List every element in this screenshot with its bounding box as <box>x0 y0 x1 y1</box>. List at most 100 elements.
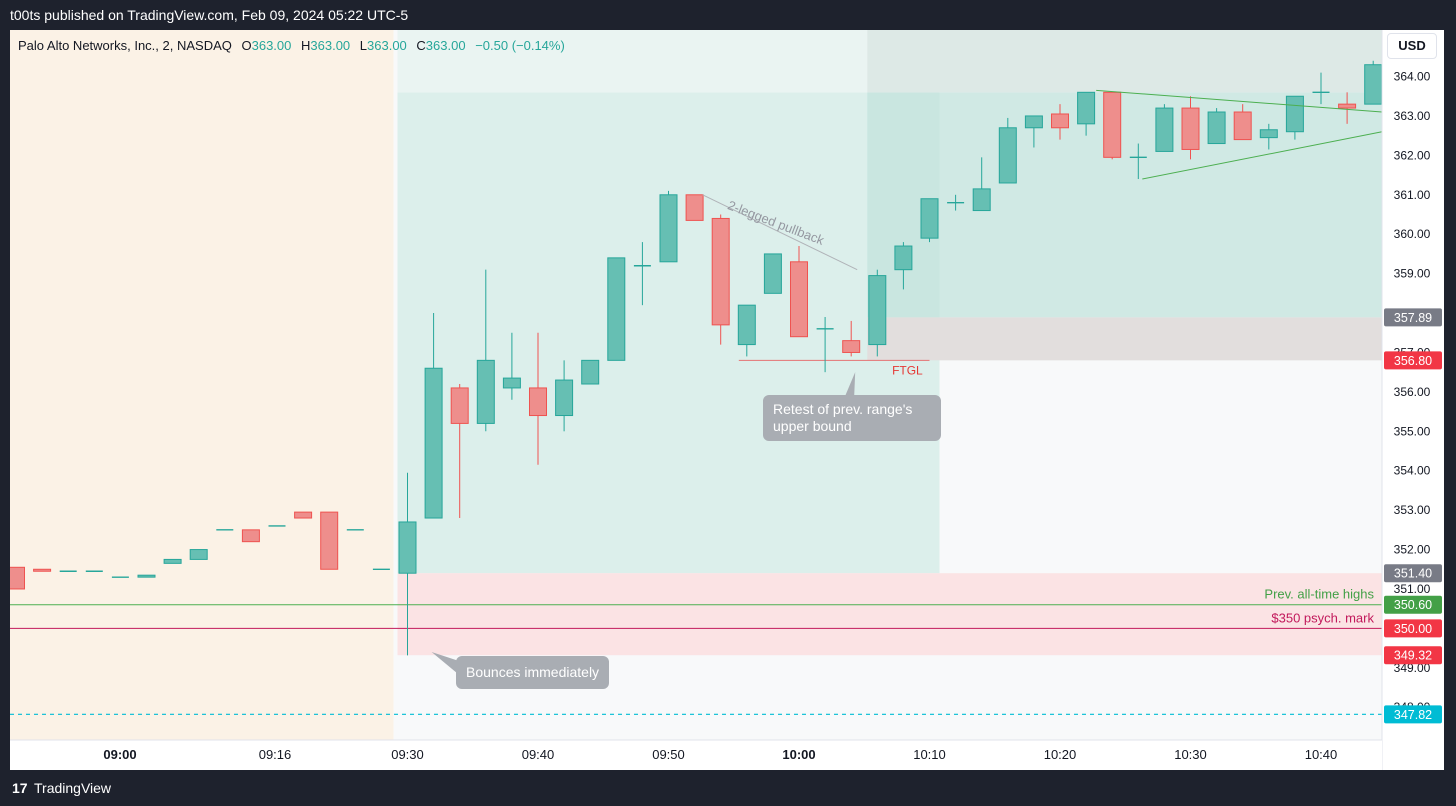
candle <box>476 269 495 432</box>
candle <box>972 157 991 212</box>
candle-body <box>320 511 339 570</box>
candle <box>1077 91 1096 136</box>
candle-body <box>1259 129 1278 139</box>
symbol-legend[interactable]: Palo Alto Networks, Inc., 2, NASDAQ O363… <box>18 38 565 53</box>
candle-body <box>1024 115 1043 129</box>
top-bar: t00ts published on TradingView.com, Feb … <box>0 0 1456 30</box>
published-text: t00ts published on TradingView.com, Feb … <box>10 7 409 23</box>
candle-body <box>1207 111 1226 145</box>
price-label-bg <box>1384 351 1442 370</box>
candle <box>424 313 443 519</box>
price-tick-label: 355.00 <box>1394 424 1431 438</box>
psych-label: $350 psych. mark <box>1271 610 1374 625</box>
price-label-bg <box>1384 564 1442 583</box>
time-tick-label: 09:40 <box>522 747 555 762</box>
candle-body <box>33 568 52 572</box>
candle <box>920 198 939 243</box>
zone-upside_target_light <box>397 92 940 574</box>
candle-body <box>555 379 574 417</box>
candle <box>1051 104 1069 140</box>
price-tick-label: 363.00 <box>1394 109 1431 123</box>
bounces-callout: Bounces immediately <box>456 656 610 689</box>
price-tick-label: 354.00 <box>1394 464 1431 478</box>
candle <box>450 384 469 519</box>
candle <box>581 359 600 385</box>
candle <box>1312 72 1330 105</box>
candle <box>868 269 887 357</box>
candle-body <box>189 549 208 560</box>
price-label: 349.32 <box>1394 649 1432 663</box>
candle-body <box>868 275 887 346</box>
candle-body <box>476 359 495 424</box>
candle-body <box>502 377 521 389</box>
price-label: 350.60 <box>1394 598 1432 612</box>
candle-body <box>163 558 182 564</box>
axis-layer: 364.00363.00362.00361.00360.00359.00358.… <box>10 30 1444 770</box>
pullback-line <box>702 194 858 271</box>
candle-body <box>659 194 678 263</box>
candle-body <box>763 253 782 294</box>
candle-body <box>1181 107 1200 150</box>
currency-button[interactable]: USD <box>1387 33 1437 59</box>
candle-body <box>1364 64 1383 105</box>
candle-body <box>1285 95 1304 133</box>
candle <box>790 246 808 338</box>
zone-stop_zone <box>867 317 1382 361</box>
candle <box>1181 96 1200 160</box>
candle <box>163 558 182 564</box>
chart-area[interactable]: Prev. all-time highs $350 psych. mark FTGL… <box>10 30 1444 770</box>
premarket-shading <box>10 30 394 740</box>
candle <box>947 194 965 211</box>
footer-bar: 17 TradingView <box>0 770 1456 806</box>
candle-body <box>790 261 808 338</box>
triangle-lower <box>1142 131 1383 180</box>
tradingview-brand[interactable]: TradingView <box>34 780 112 796</box>
price-label: 347.82 <box>1394 708 1432 722</box>
candle <box>998 117 1017 184</box>
price-tick-label: 351.00 <box>1394 582 1431 596</box>
candle-body <box>1338 103 1357 109</box>
high-label: H <box>301 38 311 53</box>
candle-body <box>1233 111 1252 141</box>
time-axis <box>10 740 1382 770</box>
time-tick-label: 10:00 <box>782 747 815 762</box>
candle <box>633 242 651 306</box>
candle-body <box>842 340 861 353</box>
chart-canvas[interactable]: Prev. all-time highs $350 psych. mark FTGL… <box>10 30 1444 770</box>
prev-ath-label: Prev. all-time highs <box>1264 587 1374 602</box>
low-label: L <box>359 38 368 53</box>
price-label: 351.40 <box>1394 567 1432 581</box>
candle <box>685 194 704 221</box>
price-tick-label: 364.00 <box>1394 70 1431 84</box>
candle <box>10 566 25 590</box>
symbol-name: Palo Alto Networks, Inc., 2, NASDAQ <box>18 38 232 53</box>
low-value: 363.00 <box>367 38 407 53</box>
candle-body <box>711 217 730 326</box>
price-label: 350.00 <box>1394 622 1432 636</box>
candle <box>1338 92 1357 124</box>
price-label-bg <box>1384 619 1442 638</box>
candle-body <box>137 574 156 578</box>
candle <box>607 257 626 361</box>
candle <box>1129 143 1147 180</box>
zone-top-band <box>397 30 868 93</box>
candle-body <box>1155 107 1174 152</box>
candle <box>763 253 782 294</box>
candle-body <box>529 387 547 417</box>
candle <box>1155 104 1174 152</box>
price-label: 357.89 <box>1394 311 1432 325</box>
close-value: 363.00 <box>425 38 466 53</box>
candle-body <box>920 198 939 239</box>
time-tick-label: 10:40 <box>1305 747 1338 762</box>
candle <box>529 332 547 465</box>
price-label-bg <box>1384 308 1442 327</box>
close-label: C <box>416 38 426 53</box>
open-value: 363.00 <box>251 38 292 53</box>
candle-body <box>685 194 704 221</box>
time-tick-label: 09:16 <box>259 747 292 762</box>
candle <box>137 574 156 578</box>
candle <box>502 332 521 400</box>
price-label-bg <box>1384 646 1442 665</box>
price-tick-label: 359.00 <box>1394 267 1431 281</box>
candle <box>842 320 861 357</box>
